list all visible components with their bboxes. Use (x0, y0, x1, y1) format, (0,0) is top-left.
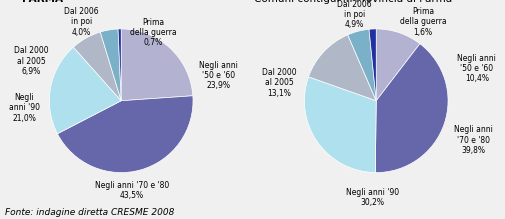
Wedge shape (58, 96, 193, 173)
Text: PARMA: PARMA (22, 0, 64, 4)
Text: Fonte: indagine diretta CRESME 2008: Fonte: indagine diretta CRESME 2008 (5, 208, 174, 217)
Text: Prima
della guerra
1,6%: Prima della guerra 1,6% (399, 7, 446, 37)
Text: Dal 2000
al 2005
6,9%: Dal 2000 al 2005 6,9% (14, 46, 48, 76)
Text: Prima
della guerra
0,7%: Prima della guerra 0,7% (130, 18, 177, 47)
Wedge shape (73, 32, 121, 101)
Text: Negli anni
'50 e '60
10,4%: Negli anni '50 e '60 10,4% (458, 53, 496, 83)
Text: Dal 2006
in poi
4,9%: Dal 2006 in poi 4,9% (337, 0, 372, 29)
Text: Comuni contigui in Provincia di Parma: Comuni contigui in Provincia di Parma (254, 0, 452, 4)
Wedge shape (121, 29, 193, 101)
Text: Negli anni '70 e '80
43,5%: Negli anni '70 e '80 43,5% (95, 181, 169, 200)
Text: Dal 2006
in poi
4,0%: Dal 2006 in poi 4,0% (64, 7, 99, 37)
Text: Negli anni '90
30,2%: Negli anni '90 30,2% (346, 188, 399, 207)
Wedge shape (376, 29, 420, 101)
Wedge shape (305, 77, 376, 173)
Text: Negli anni
'70 e '80
39,8%: Negli anni '70 e '80 39,8% (454, 125, 493, 155)
Wedge shape (348, 29, 376, 101)
Wedge shape (100, 29, 121, 101)
Text: Dal 2000
al 2005
13,1%: Dal 2000 al 2005 13,1% (262, 68, 296, 98)
Wedge shape (375, 44, 448, 173)
Text: Negli anni
'50 e '60
23,9%: Negli anni '50 e '60 23,9% (199, 61, 238, 90)
Wedge shape (369, 29, 376, 101)
Text: Negli
anni '90
21,0%: Negli anni '90 21,0% (9, 93, 40, 123)
Wedge shape (118, 29, 121, 101)
Wedge shape (309, 35, 376, 101)
Wedge shape (49, 47, 121, 134)
